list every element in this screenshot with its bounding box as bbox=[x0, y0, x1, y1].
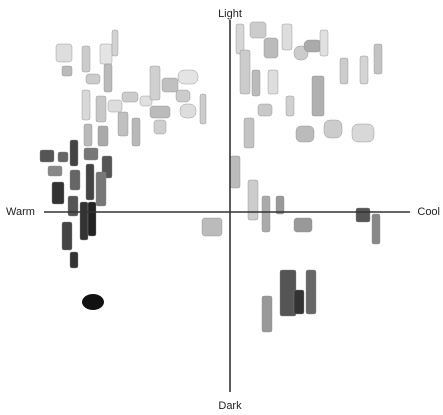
product-image bbox=[202, 218, 222, 236]
product-image bbox=[262, 196, 270, 232]
product-image bbox=[312, 76, 324, 116]
product-image bbox=[240, 50, 250, 94]
product-image bbox=[178, 70, 198, 84]
axis-label-right: Cool bbox=[417, 206, 440, 218]
product-image bbox=[258, 104, 272, 116]
axis-label-left: Warm bbox=[6, 206, 35, 218]
product-image bbox=[70, 252, 78, 268]
product-image bbox=[154, 120, 166, 134]
product-image bbox=[176, 90, 190, 102]
product-image bbox=[88, 202, 96, 236]
product-image bbox=[82, 90, 90, 120]
product-image bbox=[282, 24, 292, 50]
product-image bbox=[84, 124, 92, 146]
product-image bbox=[262, 296, 272, 332]
product-image bbox=[86, 164, 94, 200]
product-image bbox=[352, 124, 374, 142]
product-image bbox=[304, 40, 322, 52]
product-image bbox=[280, 270, 296, 316]
product-image bbox=[268, 70, 278, 94]
product-image bbox=[320, 30, 328, 56]
product-image bbox=[150, 106, 170, 118]
product-image bbox=[40, 150, 54, 162]
product-image bbox=[68, 196, 78, 216]
axis-label-top: Light bbox=[218, 8, 242, 20]
product-image bbox=[356, 208, 370, 222]
product-image bbox=[82, 294, 104, 310]
product-image bbox=[294, 218, 312, 232]
product-image bbox=[118, 112, 128, 136]
product-image bbox=[230, 156, 240, 188]
product-image bbox=[100, 44, 112, 64]
product-image bbox=[70, 170, 80, 190]
product-image bbox=[122, 92, 138, 102]
product-image bbox=[244, 118, 254, 148]
product-image bbox=[84, 148, 98, 160]
product-image bbox=[372, 214, 380, 244]
product-image bbox=[96, 96, 106, 122]
product-image bbox=[236, 24, 244, 54]
product-image bbox=[98, 126, 108, 146]
product-image bbox=[62, 222, 72, 250]
product-image bbox=[80, 202, 88, 240]
product-image bbox=[248, 180, 258, 220]
product-image bbox=[150, 66, 160, 100]
product-image bbox=[294, 290, 304, 314]
perceptual-map: Light Dark Warm Cool bbox=[0, 0, 443, 415]
product-image bbox=[86, 74, 100, 84]
product-image bbox=[162, 78, 178, 92]
product-image bbox=[48, 166, 62, 176]
product-image bbox=[112, 30, 118, 56]
product-image bbox=[250, 22, 266, 38]
product-image bbox=[52, 182, 64, 204]
product-image bbox=[264, 38, 278, 58]
product-image bbox=[56, 44, 72, 62]
product-image bbox=[200, 94, 206, 124]
product-image bbox=[252, 70, 260, 96]
product-image bbox=[70, 140, 78, 166]
product-images bbox=[40, 22, 382, 332]
product-image bbox=[104, 64, 112, 92]
product-image bbox=[286, 96, 294, 116]
product-image bbox=[132, 118, 140, 146]
product-image bbox=[324, 120, 342, 138]
product-image bbox=[180, 104, 196, 118]
product-image bbox=[58, 152, 68, 162]
axis-label-bottom: Dark bbox=[218, 400, 242, 412]
product-image bbox=[296, 126, 314, 142]
product-image bbox=[62, 66, 72, 76]
product-image bbox=[374, 44, 382, 74]
product-image bbox=[108, 100, 122, 112]
product-image bbox=[306, 270, 316, 314]
product-image bbox=[96, 172, 106, 206]
product-image bbox=[82, 46, 90, 72]
product-image bbox=[340, 58, 348, 84]
product-image bbox=[360, 56, 368, 84]
